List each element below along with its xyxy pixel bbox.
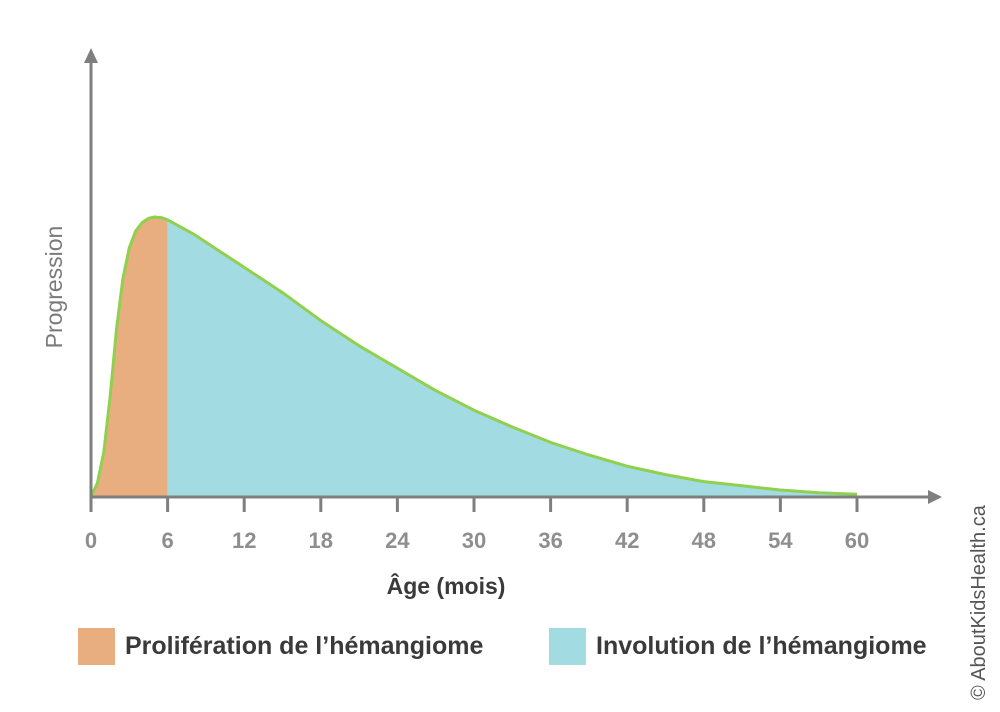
credit-text: © AboutKidsHealth.ca [968, 505, 990, 700]
x-tick-label: 30 [462, 528, 486, 553]
x-tick-label: 0 [85, 528, 97, 553]
x-tick-label: 42 [615, 528, 639, 553]
x-tick-label: 54 [768, 528, 793, 553]
x-tick-label: 24 [385, 528, 410, 553]
x-tick-label: 36 [538, 528, 562, 553]
x-tick-label: 12 [232, 528, 256, 553]
area-series-0 [91, 217, 168, 497]
progression-curve [89, 215, 858, 498]
x-tick-label: 6 [161, 528, 173, 553]
legend-label-proliferation: Prolifération de l’hémangiome [125, 632, 484, 660]
legend-swatch-involution [549, 628, 586, 665]
y-axis-title: Progression [41, 226, 67, 349]
x-tick-label: 60 [845, 528, 869, 553]
y-axis-arrow [84, 48, 98, 63]
legend-item-involution: Involution de l’hémangiome [549, 628, 927, 665]
area-series-1 [167, 219, 858, 498]
tick-layer: 0 6 12 18 24 30 36 42 48 54 60 [85, 497, 869, 553]
x-axis-arrow [928, 490, 942, 504]
legend-item-proliferation: Prolifération de l’hémangiome [78, 628, 483, 665]
area-layer [91, 217, 858, 498]
x-tick-label: 48 [692, 528, 716, 553]
x-tick-label: 18 [309, 528, 333, 553]
legend-swatch-proliferation [78, 628, 115, 665]
axis-layer [84, 48, 942, 504]
curve-layer [89, 215, 858, 498]
x-axis-title: Âge (mois) [387, 572, 506, 599]
legend-label-involution: Involution de l’hémangiome [596, 632, 927, 660]
